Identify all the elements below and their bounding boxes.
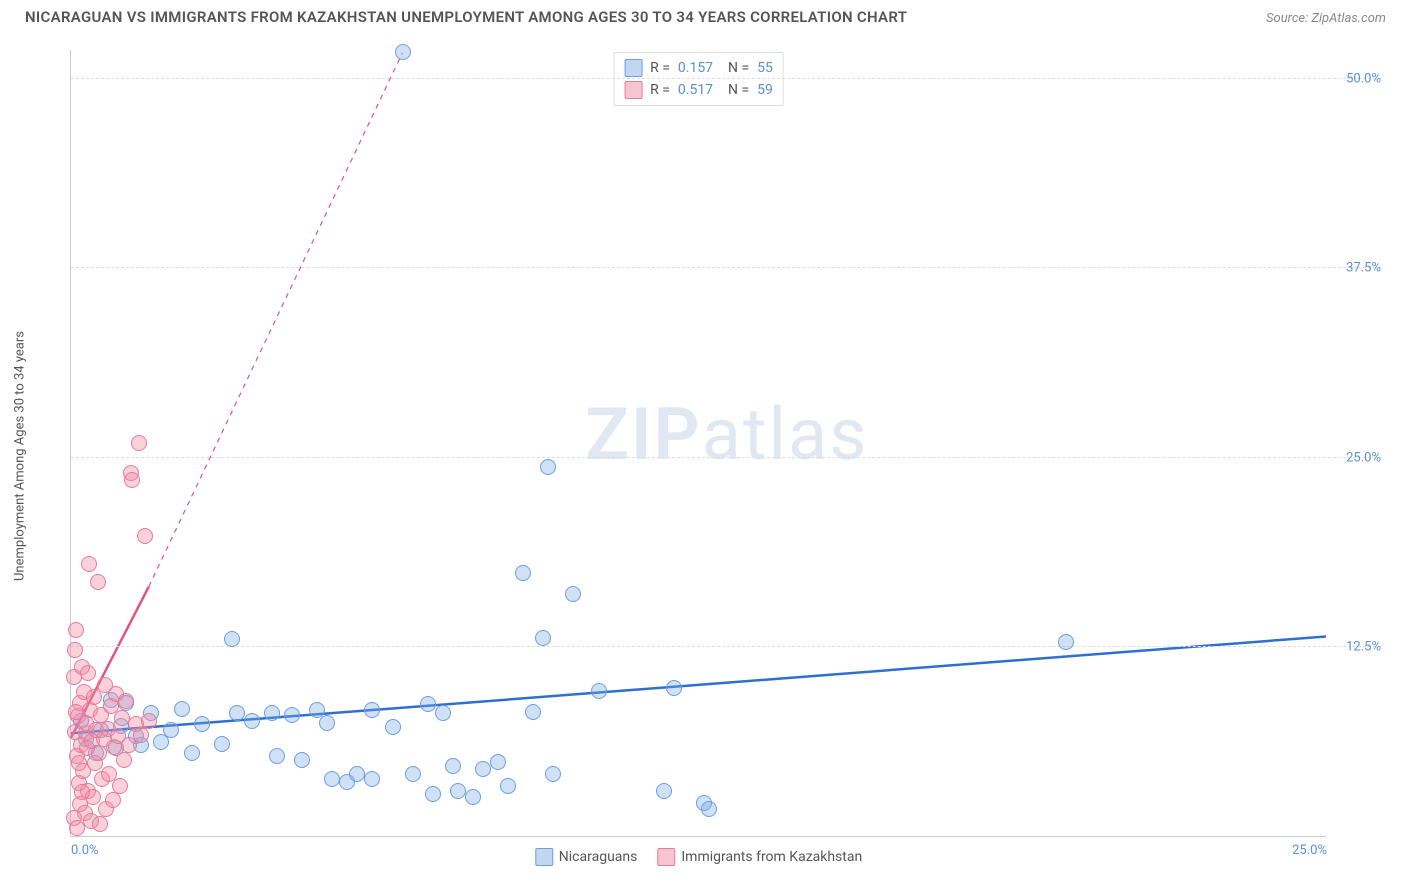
data-point bbox=[174, 701, 190, 717]
data-point bbox=[184, 745, 200, 761]
legend-r-label: R = bbox=[650, 82, 670, 98]
data-point bbox=[81, 556, 97, 572]
data-point bbox=[112, 778, 128, 794]
data-point bbox=[701, 801, 717, 817]
legend-item: Immigrants from Kazakhstan bbox=[657, 848, 862, 866]
legend-label: Nicaraguans bbox=[559, 849, 638, 865]
ytick-label: 25.0% bbox=[1346, 450, 1381, 465]
legend-item: Nicaraguans bbox=[535, 848, 638, 866]
legend-stats-row-pink: R = 0.517 N = 59 bbox=[624, 79, 773, 101]
data-point bbox=[565, 586, 581, 602]
chart-container: Unemployment Among Ages 30 to 34 years Z… bbox=[25, 40, 1386, 872]
data-point bbox=[224, 631, 240, 647]
data-point bbox=[349, 766, 365, 782]
data-point bbox=[294, 752, 310, 768]
data-point bbox=[364, 702, 380, 718]
data-point bbox=[118, 693, 134, 709]
legend-stats-row-blue: R = 0.157 N = 55 bbox=[624, 57, 773, 79]
data-point bbox=[450, 783, 466, 799]
legend-label: Immigrants from Kazakhstan bbox=[681, 849, 862, 865]
data-point bbox=[435, 705, 451, 721]
legend-r-blue: 0.157 bbox=[678, 60, 713, 76]
legend-swatch-blue bbox=[624, 59, 642, 77]
xtick-label: 25.0% bbox=[1292, 843, 1327, 858]
data-point bbox=[105, 792, 121, 808]
data-point bbox=[90, 574, 106, 590]
data-point bbox=[91, 745, 107, 761]
data-point bbox=[545, 766, 561, 782]
ytick-label: 12.5% bbox=[1346, 639, 1381, 654]
data-point bbox=[395, 44, 411, 60]
ytick-label: 50.0% bbox=[1346, 72, 1381, 87]
data-point bbox=[92, 816, 108, 832]
legend-swatch bbox=[657, 848, 675, 866]
data-point bbox=[124, 472, 140, 488]
data-point bbox=[364, 771, 380, 787]
data-point bbox=[67, 642, 83, 658]
data-point bbox=[214, 736, 230, 752]
legend-swatch-pink bbox=[624, 81, 642, 99]
gridline-h bbox=[71, 646, 1381, 647]
data-point bbox=[69, 820, 85, 836]
data-point bbox=[490, 754, 506, 770]
legend-series: Nicaraguans Immigrants from Kazakhstan bbox=[535, 848, 862, 866]
data-point bbox=[405, 766, 421, 782]
data-point bbox=[1058, 634, 1074, 650]
gridline-h bbox=[71, 267, 1381, 268]
header: NICARAGUAN VS IMMIGRANTS FROM KAZAKHSTAN… bbox=[0, 0, 1406, 26]
data-point bbox=[284, 707, 300, 723]
data-point bbox=[420, 696, 436, 712]
data-point bbox=[80, 665, 96, 681]
legend-n-label: N = bbox=[721, 60, 749, 76]
data-point bbox=[525, 704, 541, 720]
legend-n-label: N = bbox=[721, 82, 749, 98]
legend-r-label: R = bbox=[650, 60, 670, 76]
data-point bbox=[194, 716, 210, 732]
data-point bbox=[229, 705, 245, 721]
gridline-h bbox=[71, 78, 1381, 79]
data-point bbox=[74, 784, 90, 800]
data-point bbox=[500, 778, 516, 794]
data-point bbox=[264, 705, 280, 721]
data-point bbox=[269, 748, 285, 764]
data-point bbox=[666, 680, 682, 696]
data-point bbox=[535, 630, 551, 646]
xtick-label: 0.0% bbox=[71, 843, 99, 858]
chart-title: NICARAGUAN VS IMMIGRANTS FROM KAZAKHSTAN… bbox=[25, 8, 907, 26]
plot-area: ZIPatlas R = 0.157 N = 55 R = 0.517 N = … bbox=[70, 50, 1326, 837]
data-point bbox=[591, 683, 607, 699]
data-point bbox=[67, 724, 83, 740]
data-point bbox=[68, 622, 84, 638]
data-point bbox=[153, 734, 169, 750]
legend-n-pink: 59 bbox=[757, 82, 773, 98]
data-point bbox=[131, 435, 147, 451]
data-point bbox=[116, 752, 132, 768]
data-point bbox=[465, 789, 481, 805]
data-point bbox=[656, 783, 672, 799]
data-point bbox=[445, 758, 461, 774]
data-point bbox=[515, 565, 531, 581]
data-point bbox=[425, 786, 441, 802]
legend-r-pink: 0.517 bbox=[678, 82, 713, 98]
data-point bbox=[385, 719, 401, 735]
data-point bbox=[319, 715, 335, 731]
legend-n-blue: 55 bbox=[757, 60, 773, 76]
data-point bbox=[71, 755, 87, 771]
data-point bbox=[137, 528, 153, 544]
data-point bbox=[475, 761, 491, 777]
data-point bbox=[244, 713, 260, 729]
gridline-h bbox=[71, 457, 1381, 458]
y-axis-label: Unemployment Among Ages 30 to 34 years bbox=[13, 331, 28, 581]
data-point bbox=[133, 727, 149, 743]
legend-swatch bbox=[535, 848, 553, 866]
data-point bbox=[68, 704, 84, 720]
data-point bbox=[540, 459, 556, 475]
ytick-label: 37.5% bbox=[1346, 261, 1381, 276]
source-label: Source: ZipAtlas.com bbox=[1266, 11, 1386, 26]
data-point bbox=[141, 713, 157, 729]
data-point bbox=[324, 771, 340, 787]
